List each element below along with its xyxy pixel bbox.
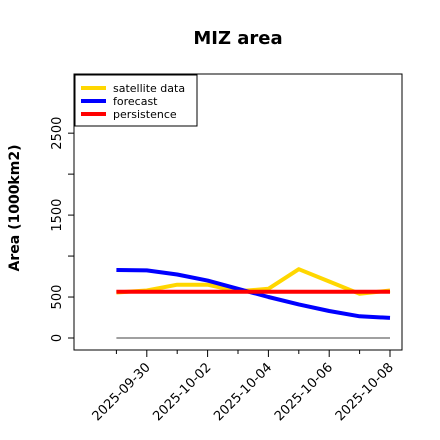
series-lines — [116, 267, 391, 320]
x-tick-label: 2025-10-08 — [333, 360, 397, 424]
x-tick-label: 2025-10-06 — [272, 360, 336, 424]
legend-label-satellite-data: satellite data — [113, 82, 185, 95]
legend-label-forecast: forecast — [113, 95, 158, 108]
series-line-forecast — [116, 268, 391, 320]
y-tick-label: 1500 — [50, 199, 65, 232]
y-tick-label: 0 — [50, 334, 65, 342]
y-axis: 0 500 1500 2500 — [50, 84, 75, 342]
chart-title: MIZ area — [193, 28, 282, 49]
x-tick-label: 2025-09-30 — [90, 360, 154, 424]
x-tick-label: 2025-10-04 — [211, 360, 275, 424]
y-axis-label: Area (1000km2) — [7, 145, 23, 272]
legend-label-persistence: persistence — [113, 108, 177, 121]
y-tick-label: 2500 — [50, 117, 65, 150]
y-tick-label: 500 — [50, 285, 65, 310]
x-axis: 2025-09-302025-10-022025-10-042025-10-06… — [90, 350, 397, 424]
x-tick-label: 2025-10-02 — [150, 360, 214, 424]
